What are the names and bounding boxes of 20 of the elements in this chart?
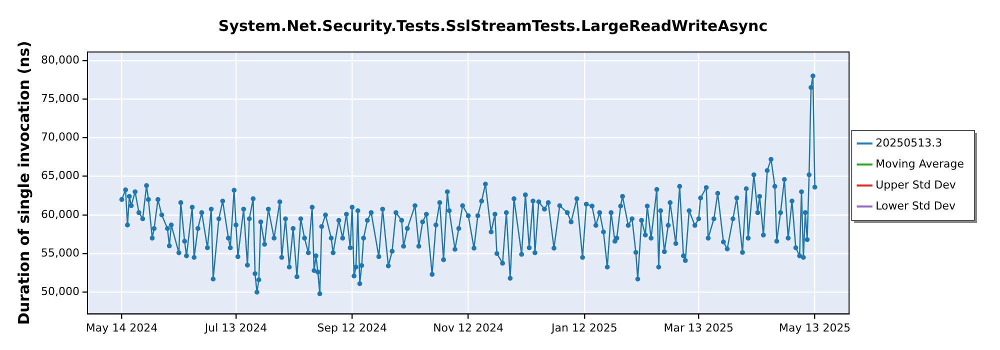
legend-label: 20250513.3 (876, 136, 942, 150)
x-tick-label: Jul 13 2024 (204, 321, 268, 334)
y-tick-label: 75,000 (40, 92, 80, 105)
y-axis-title: Duration of single invocation (ns) (14, 40, 33, 325)
y-tick-label: 80,000 (40, 53, 80, 66)
x-tick-label: May 13 2025 (778, 321, 851, 334)
legend-label: Moving Average (876, 157, 964, 170)
legend-label: Upper Std Dev (876, 178, 956, 192)
x-tick-label: Mar 13 2025 (664, 321, 734, 334)
x-tick-label: Sep 12 2024 (317, 321, 388, 334)
y-tick-label: 65,000 (40, 169, 80, 182)
x-tick-label: Nov 12 2024 (433, 321, 504, 334)
legend-label: Lower Std Dev (876, 199, 956, 212)
x-tick-label: Jan 12 2025 (550, 321, 618, 334)
chart-title: System.Net.Security.Tests.SslStreamTests.LargeReadWriteAsync (218, 16, 768, 35)
y-tick-label: 50,000 (40, 285, 80, 298)
y-tick-label: 70,000 (40, 130, 80, 144)
x-tick-label: May 14 2024 (86, 321, 158, 334)
y-tick-label: 60,000 (40, 208, 80, 221)
y-tick-label: 55,000 (40, 246, 80, 260)
